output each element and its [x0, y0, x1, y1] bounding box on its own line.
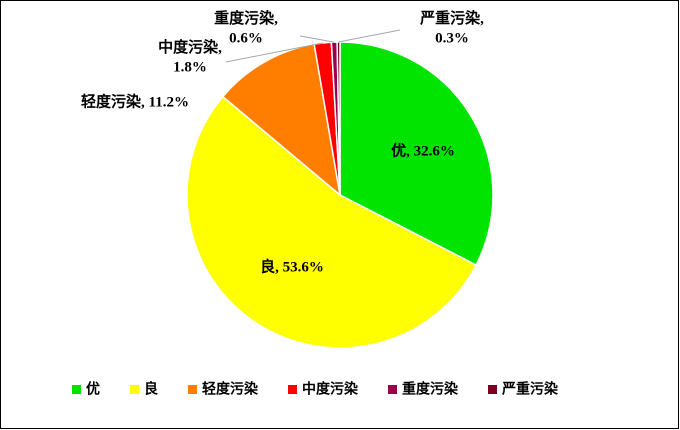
- legend-swatch: [130, 385, 139, 394]
- data-label: 严重污染, 0.3%: [419, 9, 484, 47]
- legend-swatch: [388, 385, 397, 394]
- legend-label: 轻度污染: [202, 381, 259, 397]
- legend-label: 中度污染: [302, 381, 359, 397]
- data-label-line: 中度污染,: [158, 38, 222, 56]
- legend-swatch: [488, 385, 497, 394]
- data-label-line: 0.6%: [229, 31, 263, 47]
- data-label-line: 1.8%: [173, 60, 207, 76]
- pie-slice: [339, 41, 494, 267]
- data-label: 良, 53.6%: [260, 257, 324, 275]
- legend-label: 优: [86, 381, 100, 397]
- legend-label: 重度污染: [402, 381, 459, 397]
- legend-label: 严重污染: [501, 381, 559, 397]
- pie-slice: [186, 95, 478, 349]
- legend-swatch: [72, 385, 81, 394]
- data-label-line: 重度污染,: [214, 9, 278, 27]
- legend-label: 良: [144, 381, 158, 397]
- legend-swatch: [188, 385, 197, 394]
- data-label: 重度污染, 0.6%: [214, 9, 278, 47]
- data-label: 优, 32.6%: [391, 141, 455, 159]
- legend-swatch: [288, 385, 297, 394]
- data-label: 中度污染, 1.8%: [158, 38, 222, 76]
- leader-line: [338, 29, 401, 43]
- data-label-line: 严重污染,: [419, 9, 484, 27]
- leader-line: [225, 42, 323, 63]
- data-label-line: 0.3%: [435, 31, 469, 47]
- leader-line: [299, 35, 335, 43]
- data-label: 轻度污染, 11.2%: [81, 92, 189, 110]
